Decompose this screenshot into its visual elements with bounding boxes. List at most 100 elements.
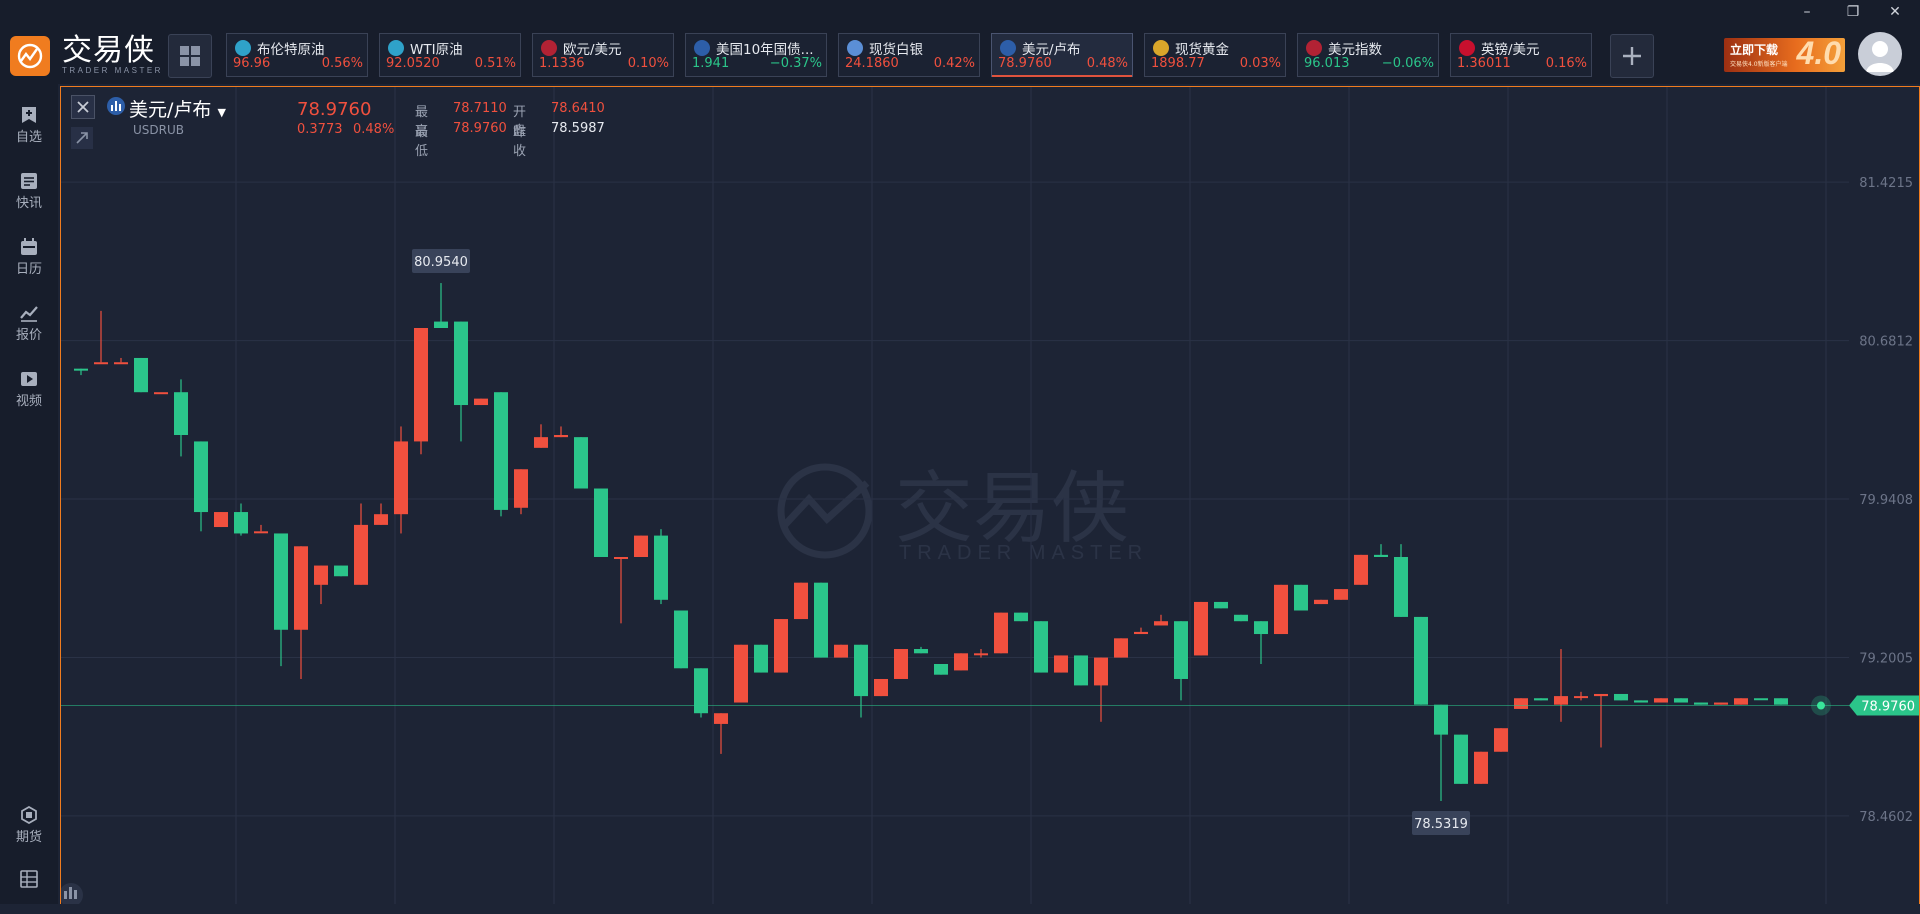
- candle-body: [1734, 698, 1748, 705]
- ticker-item[interactable]: 欧元/美元 1.1336 0.10%: [532, 33, 674, 77]
- ticker-name: 美元/卢布: [1022, 42, 1081, 58]
- layout-grid-button[interactable]: [168, 34, 212, 78]
- candle-body: [1034, 621, 1048, 673]
- ticker-item[interactable]: 美国10年国债... 1.941 −0.37%: [685, 33, 827, 77]
- candle-body: [134, 357, 148, 393]
- candle: [1214, 601, 1228, 609]
- ticker-item[interactable]: 现货白银 24.1860 0.42%: [838, 33, 980, 77]
- indicator-icon[interactable]: [61, 883, 83, 904]
- candle: [1474, 751, 1488, 784]
- max-price-label: 80.9540: [412, 249, 470, 274]
- ticker-head: 布伦特原油: [235, 38, 325, 58]
- sidebar-item-video[interactable]: 视频: [0, 358, 58, 414]
- last-price-tag-text: 78.9760: [1861, 700, 1915, 715]
- ticker-price: 1.36011: [1457, 56, 1511, 71]
- sidebar-item-more[interactable]: [0, 858, 58, 914]
- app-logo: [10, 36, 50, 76]
- candle-body: [1074, 655, 1088, 686]
- candle: [1654, 698, 1668, 703]
- sidebar-item-futures[interactable]: 期货: [0, 794, 58, 850]
- grid-icon: [180, 46, 200, 66]
- candle: [734, 644, 748, 703]
- candle: [1674, 698, 1688, 703]
- candle-body: [694, 668, 708, 714]
- candle-body: [1574, 696, 1588, 699]
- sidebar-item-watchlist[interactable]: 自选: [0, 94, 58, 150]
- bookmark-add-icon: [22, 107, 36, 123]
- ticker-name: 现货白银: [869, 42, 923, 58]
- symbol-selector[interactable]: 美元/卢布 ▼: [129, 95, 226, 122]
- candle: [1714, 702, 1728, 705]
- ticker-name: 布伦特原油: [257, 42, 325, 58]
- ticker-item[interactable]: 布伦特原油 96.96 0.56%: [226, 33, 368, 77]
- candle-body: [634, 535, 648, 557]
- candle: [1634, 700, 1648, 703]
- ticker-item[interactable]: 现货黄金 1898.77 0.03%: [1144, 33, 1286, 77]
- candle-body: [1394, 556, 1408, 617]
- candle: [1754, 698, 1768, 701]
- sidebar-item-label: 日历: [15, 262, 42, 277]
- candle: [1614, 693, 1628, 701]
- ticker-name: 现货黄金: [1175, 42, 1229, 58]
- candle-body: [1374, 554, 1388, 557]
- ticker-change: 0.48%: [1086, 56, 1128, 71]
- ticker-head: 现货白银: [847, 38, 923, 58]
- ticker-item[interactable]: 英镑/美元 1.36011 0.16%: [1450, 33, 1592, 77]
- candle: [514, 469, 528, 515]
- open-label: 开盘: [513, 105, 527, 139]
- sidebar-item-quotes[interactable]: 报价: [0, 292, 58, 348]
- candle-body: [994, 612, 1008, 654]
- candle-body: [1194, 601, 1208, 656]
- candle-body: [874, 678, 888, 697]
- sidebar-item-calendar[interactable]: 日历: [0, 226, 58, 282]
- candle-body: [774, 619, 788, 673]
- candle-body: [1454, 734, 1468, 784]
- ticker-head: 美元指数: [1306, 38, 1382, 58]
- add-ticker-button[interactable]: [1610, 34, 1654, 78]
- candle-body: [1554, 696, 1568, 705]
- minimize-icon[interactable]: –: [1803, 4, 1811, 20]
- max-price-label-box: [412, 249, 470, 274]
- line-chart-icon: [20, 306, 38, 322]
- candle-body: [1514, 698, 1528, 709]
- candle-body: [434, 321, 448, 328]
- candle: [1514, 698, 1528, 709]
- candle-body: [854, 644, 868, 697]
- ticker-item[interactable]: 美元指数 96.013 −0.06%: [1297, 33, 1439, 77]
- candle: [954, 653, 968, 671]
- sidebar-item-news[interactable]: 快讯: [0, 160, 58, 216]
- oil-icon: [235, 40, 251, 56]
- collapse-icon: [76, 132, 88, 144]
- collapse-chart-button[interactable]: [71, 127, 93, 149]
- candle-body: [614, 556, 628, 559]
- candle-body: [214, 512, 228, 528]
- candle-body: [574, 437, 588, 489]
- candle: [1054, 655, 1068, 673]
- ticker-change: 0.16%: [1545, 56, 1587, 71]
- ticker-item[interactable]: WTI原油 92.0520 0.51%: [379, 33, 521, 77]
- chart-panel[interactable]: 交易侠 TRADER MASTER 81.4215 80.6812 79.9408 79.…: [60, 86, 1920, 904]
- candle: [614, 556, 628, 624]
- ticker-name: 美元指数: [1328, 42, 1382, 58]
- ticker-item[interactable]: 美元/卢布 78.9760 0.48%: [991, 33, 1133, 77]
- candle-body: [234, 512, 248, 534]
- candle: [974, 649, 988, 658]
- candle: [694, 668, 708, 718]
- candle-body: [1054, 655, 1068, 673]
- candle: [1594, 693, 1608, 748]
- candle-body: [334, 565, 348, 577]
- download-promo-banner[interactable]: 立即下载 交易侠4.0新版客户端 4.0: [1724, 38, 1845, 72]
- ticker-price: 1898.77: [1151, 56, 1205, 71]
- news-icon: [21, 173, 37, 189]
- promo-sub: 交易侠4.0新版客户端: [1730, 61, 1788, 68]
- candle: [174, 379, 188, 457]
- watermark-sub: TRADER MASTER: [899, 542, 1148, 564]
- watermark-logo-line: [780, 480, 870, 530]
- restore-icon[interactable]: ❐: [1846, 4, 1860, 20]
- close-window-icon[interactable]: ✕: [1889, 4, 1901, 20]
- candle: [1234, 614, 1248, 622]
- candle: [994, 612, 1008, 654]
- user-avatar[interactable]: [1858, 32, 1902, 76]
- close-chart-button[interactable]: [71, 95, 95, 119]
